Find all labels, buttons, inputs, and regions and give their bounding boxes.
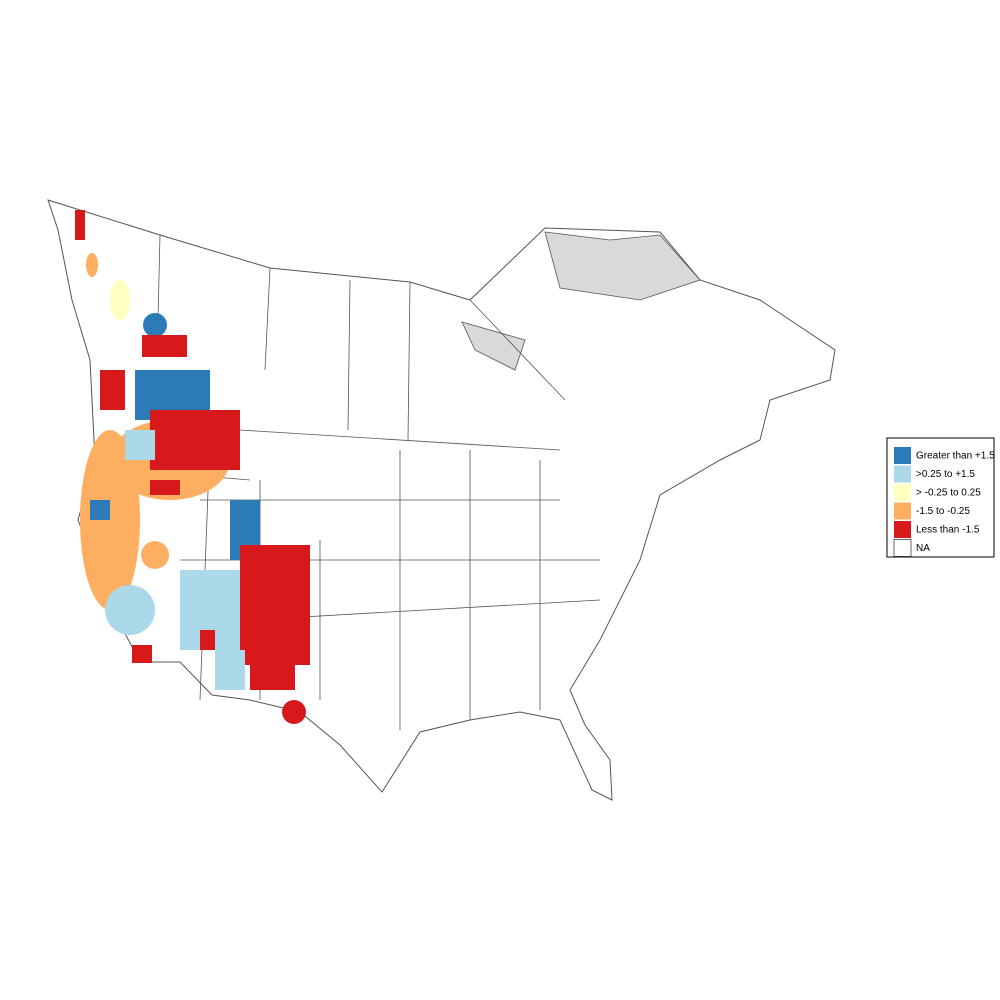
legend-swatch <box>894 484 911 501</box>
patch <box>143 313 167 337</box>
legend-swatch <box>894 447 911 464</box>
data-patches <box>75 210 310 724</box>
patch <box>75 210 85 240</box>
patch <box>215 650 245 690</box>
legend-label: >0.25 to +1.5 <box>916 469 975 480</box>
legend-label: -1.5 to -0.25 <box>916 506 970 517</box>
legend-label: Less than -1.5 <box>916 525 980 536</box>
patch <box>90 500 110 520</box>
legend-swatch <box>893 539 912 557</box>
patch <box>250 640 295 690</box>
patch <box>150 410 240 470</box>
legend-label: > -0.25 to 0.25 <box>916 488 981 499</box>
patch <box>282 700 306 724</box>
legend-swatch <box>894 521 911 538</box>
legend-swatch <box>894 465 911 483</box>
patch <box>105 585 155 635</box>
patch <box>86 253 98 277</box>
legend-label: NA <box>916 543 930 554</box>
patch <box>200 630 215 650</box>
patch <box>125 430 155 460</box>
patch <box>100 370 125 410</box>
na-region <box>461 321 526 371</box>
patch <box>110 280 130 320</box>
patch <box>141 541 169 569</box>
legend: Greater than +1.5 >0.25 to +1.5 > -0.25 to… <box>886 437 995 558</box>
legend-label: Greater than +1.5 <box>916 451 995 462</box>
patch <box>132 645 152 663</box>
patch <box>142 335 187 357</box>
na-region <box>544 231 701 301</box>
patch <box>150 480 180 495</box>
legend-swatch <box>894 502 911 520</box>
